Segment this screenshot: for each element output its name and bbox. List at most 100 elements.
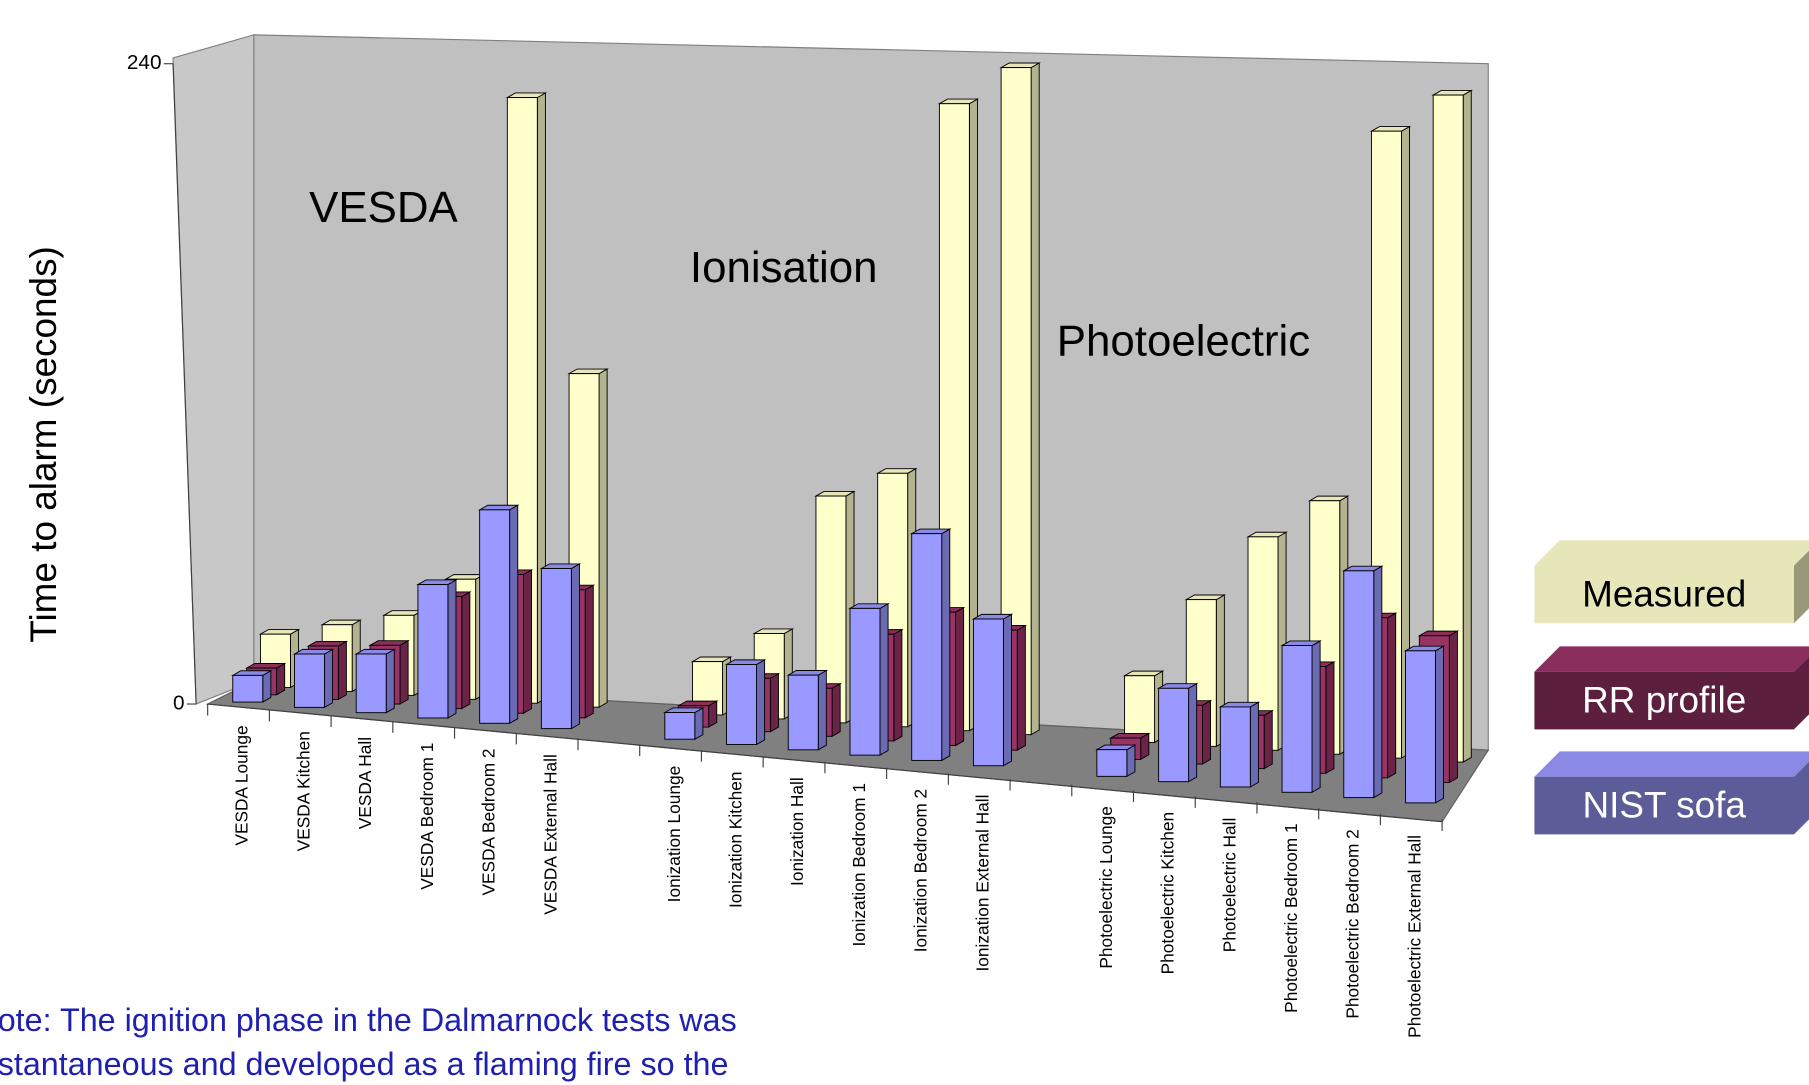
x-tick-label: VESDA External Hall	[540, 754, 560, 915]
bar-side	[262, 669, 272, 703]
bar	[848, 602, 890, 756]
bar	[292, 648, 335, 709]
bar-front	[664, 712, 696, 740]
annotation: VESDA	[309, 183, 458, 232]
bar-side	[584, 584, 594, 719]
legend-swatch	[1534, 776, 1795, 835]
legend-item: RR profile	[1534, 646, 1809, 730]
annotation: Photoelectric	[1057, 317, 1310, 366]
bar	[786, 669, 829, 751]
bar-front	[1405, 650, 1436, 804]
legend-swatch	[1534, 671, 1795, 730]
x-tick-label: Ionization External Hall	[972, 795, 992, 972]
x-tick-label: Ionization Hall	[787, 777, 807, 886]
bar-side	[1311, 640, 1321, 794]
bar-side	[276, 662, 286, 696]
legend-swatch	[1534, 565, 1795, 624]
bar-front	[1096, 749, 1128, 777]
y-tick-label: 0	[173, 692, 185, 715]
bar-side	[509, 504, 519, 725]
bar	[416, 579, 458, 719]
bar-side	[893, 628, 903, 742]
bar-front	[355, 653, 387, 714]
bar	[1403, 645, 1446, 804]
bar-front	[787, 674, 819, 751]
bar-side	[831, 682, 841, 738]
y-axis-label: Time to alarm (seconds)	[23, 246, 64, 643]
x-tick-label: VESDA Bedroom 2	[479, 748, 499, 895]
bar	[1218, 701, 1261, 788]
bar-side	[1016, 624, 1026, 751]
bar-side	[1201, 699, 1211, 765]
bar	[539, 563, 582, 730]
bar-front	[540, 568, 572, 730]
bar	[1156, 682, 1199, 783]
bar-side	[461, 591, 471, 710]
bar-front	[417, 584, 449, 719]
x-tick-label: Ionization Kitchen	[725, 772, 745, 909]
bar-side	[447, 579, 457, 719]
bar	[663, 707, 705, 741]
bar	[1095, 744, 1137, 778]
bar-front	[294, 653, 325, 708]
x-tick-label: VESDA Bedroom 1	[417, 743, 437, 890]
bar-front	[726, 664, 757, 745]
bar-front	[1281, 645, 1313, 793]
bar	[909, 528, 952, 762]
bar-side	[570, 563, 580, 730]
bar-side	[337, 640, 347, 701]
bar-side	[598, 368, 608, 708]
bar-side	[879, 602, 889, 756]
bar-side	[955, 606, 965, 747]
bar-side	[1448, 630, 1458, 784]
bar-side	[1188, 682, 1198, 783]
bar-side	[941, 528, 951, 762]
legend-top	[1534, 540, 1809, 566]
legend-side	[1794, 761, 1809, 835]
note: stantaneous and developed as a flaming f…	[0, 1046, 728, 1082]
y-axis	[172, 63, 197, 705]
bar-side	[399, 639, 409, 705]
bar-side	[817, 669, 827, 751]
bar-front	[1124, 675, 1156, 743]
bar-side	[694, 707, 704, 741]
x-tick-label: Photoelectric Bedroom 1	[1281, 823, 1301, 1012]
bar	[724, 659, 767, 746]
side-wall	[172, 34, 255, 705]
bar	[1280, 640, 1322, 794]
x-tick-label: VESDA Kitchen	[293, 731, 313, 851]
bar-side	[1325, 661, 1335, 775]
legend-item: Measured	[1534, 540, 1809, 624]
x-tick-label: Ionization Bedroom 2	[911, 789, 931, 952]
annotation: Ionisation	[690, 243, 878, 292]
bar-side	[769, 672, 779, 733]
x-tick-label: Photoelectric Kitchen	[1158, 812, 1178, 975]
bar-side	[756, 659, 766, 746]
x-tick-label: Photoelectric Lounge	[1096, 806, 1116, 969]
bar-side	[1373, 565, 1383, 799]
bar-side	[1387, 612, 1397, 779]
x-tick-label: VESDA Hall	[355, 737, 375, 829]
bar-side	[1462, 89, 1472, 763]
bar-front	[849, 607, 881, 756]
legend-side	[1794, 550, 1809, 624]
bar-side	[1263, 709, 1273, 770]
bar-side	[1002, 613, 1012, 767]
legend-top	[1534, 646, 1809, 672]
note: ote: The ignition phase in the Dalmarnoc…	[0, 1002, 737, 1038]
bar-side	[1126, 744, 1136, 778]
bar	[971, 613, 1014, 767]
x-tick-label: Ionization Bedroom 1	[849, 783, 869, 946]
bar-front	[232, 674, 264, 703]
x-tick-label: Photoelectric Bedroom 2	[1343, 829, 1363, 1018]
legend-label: NIST sofa	[1582, 785, 1746, 826]
y-tick-label: 240	[127, 51, 162, 74]
bar	[1342, 565, 1384, 799]
bar-side	[1435, 645, 1445, 804]
x-tick-label: Photoelectric Hall	[1219, 818, 1239, 953]
legend-side	[1794, 656, 1809, 730]
bar-side	[1030, 62, 1040, 736]
bar-front	[1343, 570, 1375, 799]
